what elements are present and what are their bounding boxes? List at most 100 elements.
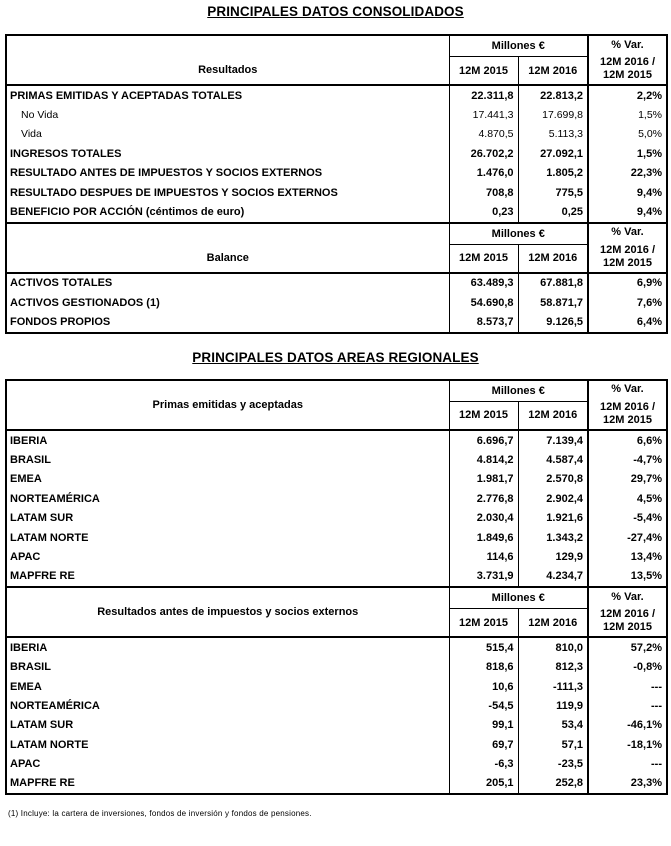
row-label: APAC — [6, 754, 450, 774]
value-12m2016: 7.139,4 — [546, 434, 583, 447]
value-12m2016: 53,4 — [561, 719, 583, 732]
regional-data-table: Primas emitidas y aceptadas Millones € %… — [5, 378, 668, 796]
value-12m2016: 27.092,1 — [540, 147, 583, 160]
value-12m2015: 4.814,2 — [449, 450, 519, 470]
var-header-title: % Var. — [611, 38, 644, 51]
value-12m2016: 9.126,5 — [546, 316, 583, 329]
row-label: Vida — [6, 124, 450, 145]
currency-header: Millones € — [449, 35, 588, 57]
table-row: RESULTADO DESPUES DE IMPUESTOS Y SOCIOS … — [6, 182, 667, 203]
value-var-pct: 6,9% — [587, 272, 667, 294]
row-label: FONDOS PROPIOS — [6, 312, 450, 333]
period-2015-header: 12M 2015 — [449, 56, 519, 86]
value-12m2016: 57,1 — [561, 738, 583, 751]
table-row: NORTEAMÉRICA 2.776,8 2.902,4 4,5% — [6, 489, 667, 509]
table-row: No Vida 17.441,3 17.699,8 1,5% — [6, 105, 667, 125]
row-label: INGRESOS TOTALES — [6, 144, 450, 164]
value-12m2015: 114,6 — [449, 547, 519, 567]
value-12m2016: -111,3 — [553, 680, 583, 693]
value-12m2015: 99,1 — [449, 715, 519, 735]
value-var-pct: 5,0% — [587, 124, 667, 145]
value-12m2015: 1.476,0 — [449, 163, 519, 183]
row-label: IBERIA — [6, 429, 450, 451]
table-row: RESULTADO ANTES DE IMPUESTOS Y SOCIOS EX… — [6, 163, 667, 183]
var-period-line2: 12M 2015 — [603, 256, 652, 269]
table-row: PRIMAS EMITIDAS Y ACEPTADAS TOTALES 22.31… — [6, 85, 667, 106]
table-row: ACTIVOS TOTALES 63.489,3 67.881,8 6,9% — [6, 272, 667, 294]
section-balance: Balance Millones € % Var. 12M 2016 / 12M… — [6, 221, 667, 333]
value-var-pct: 1,5% — [587, 105, 667, 125]
table-row: Vida 4.870,5 5.113,3 5,0% — [6, 124, 667, 145]
table-row: INGRESOS TOTALES 26.702,2 27.092,1 1,5% — [6, 144, 667, 164]
value-var-pct: -4,7% — [587, 450, 667, 470]
var-header: % Var. 12M 2016 / 12M 2015 — [587, 35, 667, 86]
value-var-pct: -27,4% — [587, 527, 667, 548]
period-2015-header: 12M 2015 — [449, 244, 519, 274]
table-row: FONDOS PROPIOS 8.573,7 9.126,5 6,4% — [6, 312, 667, 333]
value-var-pct: -5,4% — [587, 508, 667, 528]
period-header-row: 12M 2015 12M 2016 — [6, 56, 667, 86]
table-row: BRASIL 4.814,2 4.587,4 -4,7% — [6, 450, 667, 470]
var-header-period: 12M 2016 / 12M 2015 — [590, 56, 666, 81]
value-var-pct: 9,4% — [587, 202, 667, 223]
table-row: EMEA 1.981,7 2.570,8 29,7% — [6, 469, 667, 490]
value-12m2015: 708,8 — [449, 182, 519, 203]
value-12m2016: 0,25 — [561, 206, 583, 219]
currency-header: Millones € — [449, 221, 588, 245]
consolidated-data-table: Resultados Millones € % Var. 12M 2016 / … — [5, 34, 668, 334]
period-header-row: 12M 2015 12M 2016 — [6, 401, 667, 431]
value-12m2015: 818,6 — [449, 657, 519, 677]
row-label: RESULTADO ANTES DE IMPUESTOS Y SOCIOS EX… — [6, 163, 450, 183]
value-var-pct: 29,7% — [587, 469, 667, 490]
section-primas: Primas emitidas y aceptadas Millones € %… — [6, 379, 667, 588]
var-period-line1: 12M 2016 / — [599, 56, 656, 69]
period-2016-header: 12M 2016 — [518, 401, 588, 431]
value-12m2015: -54,5 — [449, 696, 519, 716]
period-2015-header: 12M 2015 — [449, 401, 519, 431]
var-period-line2: 12M 2015 — [603, 68, 652, 81]
value-var-pct: 9,4% — [587, 182, 667, 203]
row-label: MAPFRE RE — [6, 773, 450, 795]
period-2015-header: 12M 2015 — [449, 608, 519, 639]
row-label: No Vida — [6, 105, 450, 125]
table-row: MAPFRE RE 205,1 252,8 23,3% — [6, 773, 667, 795]
row-label: APAC — [6, 547, 450, 567]
value-12m2015: -6,3 — [449, 754, 519, 774]
var-header-period: 12M 2016 / 12M 2015 — [590, 244, 666, 269]
var-period-line1: 12M 2016 / — [599, 401, 656, 414]
table-row: BRASIL 818,6 812,3 -0,8% — [6, 657, 667, 677]
section-header-row: Primas emitidas y aceptadas Millones € %… — [6, 379, 667, 431]
value-12m2015: 10,6 — [449, 676, 519, 697]
section-header-row: Balance Millones € % Var. 12M 2016 / 12M… — [6, 221, 667, 274]
row-label: RESULTADO DESPUES DE IMPUESTOS Y SOCIOS … — [6, 182, 450, 203]
value-12m2016: -23,5 — [557, 758, 583, 771]
row-label: BRASIL — [6, 657, 450, 677]
value-12m2015: 0,23 — [449, 202, 519, 223]
value-12m2015: 6.696,7 — [449, 429, 519, 451]
table-row: LATAM NORTE 69,7 57,1 -18,1% — [6, 734, 667, 755]
value-var-pct: 2,2% — [587, 85, 667, 106]
value-var-pct: 57,2% — [587, 637, 667, 658]
var-header-period: 12M 2016 / 12M 2015 — [590, 401, 666, 426]
value-12m2016: 252,8 — [555, 777, 583, 790]
value-12m2016: 17.699,8 — [542, 109, 583, 122]
value-12m2015: 69,7 — [449, 734, 519, 755]
value-12m2016: 2.570,8 — [546, 473, 583, 486]
table-row: LATAM NORTE 1.849,6 1.343,2 -27,4% — [6, 527, 667, 548]
value-var-pct: 13,5% — [587, 566, 667, 588]
var-period-line1: 12M 2016 / — [599, 608, 656, 621]
period-2016-header: 12M 2016 — [518, 608, 588, 639]
table-row: LATAM SUR 99,1 53,4 -46,1% — [6, 715, 667, 735]
row-label: ACTIVOS GESTIONADOS (1) — [6, 293, 450, 313]
var-header: % Var. 12M 2016 / 12M 2015 — [587, 586, 667, 639]
row-label: NORTEAMÉRICA — [6, 696, 450, 716]
period-header-row: 12M 2015 12M 2016 — [6, 244, 667, 274]
var-period-line2: 12M 2015 — [603, 413, 652, 426]
value-12m2015: 3.731,9 — [449, 566, 519, 588]
value-12m2016: 67.881,8 — [540, 277, 583, 290]
value-12m2016: 22.813,2 — [540, 89, 583, 102]
value-12m2016: 4.234,7 — [546, 570, 583, 583]
table-row: EMEA 10,6 -111,3 --- — [6, 676, 667, 697]
row-label: IBERIA — [6, 637, 450, 658]
value-var-pct: -46,1% — [587, 715, 667, 735]
